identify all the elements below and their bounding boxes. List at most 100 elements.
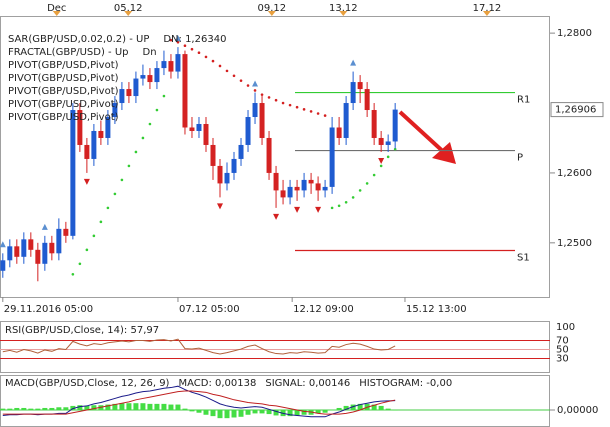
candle-body xyxy=(196,123,202,131)
signal-line xyxy=(2,390,396,415)
histogram-bar xyxy=(161,403,167,410)
sar-dot xyxy=(316,112,320,115)
pivot-label: S1 xyxy=(517,253,530,264)
rsi-tick-label: 30 xyxy=(556,354,569,365)
histogram-bar xyxy=(168,404,174,410)
histogram-bar xyxy=(175,404,181,410)
fractal-down xyxy=(217,203,223,210)
histogram-bar xyxy=(0,408,6,410)
candle-body xyxy=(273,172,279,191)
current-price-label: 1,26906 xyxy=(555,105,596,116)
candle-body xyxy=(287,186,293,198)
current-price-box xyxy=(550,102,604,118)
rsi-tick-label: 50 xyxy=(556,345,569,356)
histogram-bar xyxy=(28,408,34,410)
candle-body xyxy=(56,228,62,254)
histogram-bar xyxy=(259,410,265,414)
candle-body xyxy=(385,141,391,145)
candle-body xyxy=(154,68,160,83)
fractal-up xyxy=(174,35,181,42)
histogram-bar xyxy=(42,407,48,410)
fractal-down xyxy=(273,213,280,220)
histogram-bar xyxy=(322,410,328,413)
candle-body xyxy=(203,123,209,145)
histogram-bar xyxy=(294,410,300,416)
histogram-bar xyxy=(210,410,216,417)
sar-dot xyxy=(309,110,313,113)
sar-dot xyxy=(113,192,117,196)
top-tick xyxy=(52,11,61,16)
histogram-bar xyxy=(133,403,139,410)
sar-dot xyxy=(204,55,208,59)
candle-body xyxy=(91,130,97,159)
sar-dot xyxy=(99,220,103,224)
fractal-up xyxy=(252,80,259,87)
candle-body xyxy=(364,89,370,111)
macd-label: HISTOGRAM: -0,00 xyxy=(359,378,452,389)
candle-body xyxy=(168,61,174,72)
sar-dot xyxy=(253,89,257,92)
candle-body xyxy=(126,89,132,97)
sar-dot xyxy=(267,96,271,99)
top-tick-label: 09.12 xyxy=(258,3,287,14)
candle-body xyxy=(224,172,230,184)
histogram-bar xyxy=(315,410,321,414)
histogram-bar xyxy=(49,407,55,410)
candle-body xyxy=(49,242,55,254)
candle-body xyxy=(161,61,167,69)
rsi-title: RSI(GBP/USD,Close, 14): 57,97 xyxy=(5,325,159,336)
candle-body xyxy=(294,186,300,191)
histogram-bar xyxy=(217,410,223,419)
legend-text: FRACTAL(GBP/USD) - Up xyxy=(8,47,129,58)
fractal-down xyxy=(315,206,322,213)
rsi-tick-label: 70 xyxy=(556,336,569,347)
top-tick-label: 17.12 xyxy=(473,3,502,14)
histogram-bar xyxy=(56,407,62,410)
legend-text: DN: 1,26340 xyxy=(163,34,226,45)
candle-body xyxy=(371,110,377,138)
candle-body xyxy=(238,144,244,159)
histogram-bar xyxy=(238,410,244,417)
macd-line xyxy=(2,385,396,418)
histogram-bar xyxy=(70,405,76,410)
candle-body xyxy=(308,179,314,184)
histogram-bar xyxy=(392,410,398,411)
sar-dot xyxy=(260,93,264,96)
candle-body xyxy=(28,239,34,250)
sar-dot xyxy=(78,262,82,266)
sar-dot xyxy=(372,173,376,177)
x-tick-label: 07.12 05:00 xyxy=(179,304,240,315)
sar-dot xyxy=(197,51,201,54)
candle-body xyxy=(378,137,384,145)
candle-body xyxy=(189,127,195,131)
sar-dot xyxy=(358,189,362,192)
sar-dot xyxy=(386,155,390,159)
top-tick-label: 05.12 xyxy=(114,3,143,14)
sar-dot xyxy=(225,69,229,73)
histogram-bar xyxy=(189,410,195,412)
candle-body xyxy=(182,54,188,128)
histogram-bar xyxy=(35,408,41,410)
histogram-bar xyxy=(105,404,111,410)
candle-body xyxy=(0,260,6,271)
histogram-bar xyxy=(343,405,349,410)
legend-text: PIVOT(GBP/USD,Pivot) xyxy=(8,73,119,84)
histogram-bar xyxy=(119,403,125,410)
sar-dot xyxy=(274,98,278,102)
sar-dot xyxy=(141,136,145,140)
candle-body xyxy=(280,190,286,198)
candle-body xyxy=(252,103,258,118)
sar-dot xyxy=(183,44,187,48)
x-tick-label: 12.12 09:00 xyxy=(293,304,354,315)
histogram-bar xyxy=(371,404,377,410)
histogram-bar xyxy=(84,405,90,410)
candle-body xyxy=(210,144,216,166)
macd-label: MACD(GBP/USD,Close, 12, 26, 9) xyxy=(5,378,170,389)
sar-dot xyxy=(351,196,355,199)
candle-body xyxy=(14,246,20,257)
legend-text: PIVOT(GBP/USD,Pivot) xyxy=(8,112,119,123)
candle-body xyxy=(217,165,223,184)
candle-body xyxy=(7,246,13,261)
pivot-label: P xyxy=(517,153,523,164)
macd-label: SIGNAL: 0,00146 xyxy=(265,378,350,389)
